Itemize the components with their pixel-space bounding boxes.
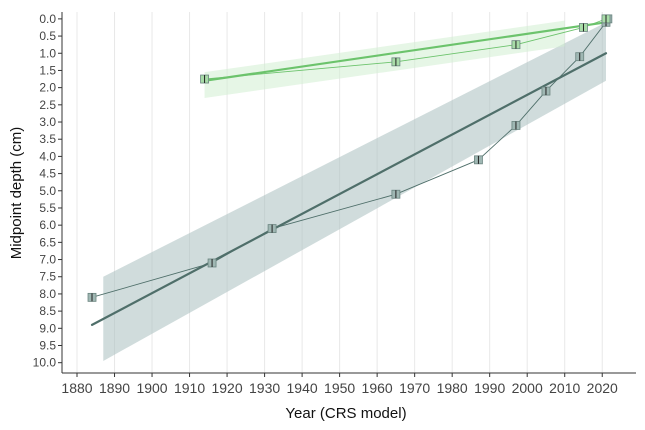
y-tick-label: 6.5 xyxy=(39,235,56,249)
core-grey-connector xyxy=(91,18,609,298)
y-tick-label: 3.5 xyxy=(39,132,56,146)
x-tick-label: 1900 xyxy=(136,380,167,396)
x-tick-label: 1940 xyxy=(287,380,318,396)
y-tick-label: 10.0 xyxy=(33,356,57,370)
x-tick-label: 1910 xyxy=(174,380,205,396)
y-tick-label: 4.5 xyxy=(39,167,56,181)
y-tick-label: 6.0 xyxy=(39,218,56,232)
x-tick-label: 1970 xyxy=(399,380,430,396)
x-tick-label: 2000 xyxy=(512,380,543,396)
core-green-fit-line xyxy=(203,21,608,82)
y-tick-label: 2.0 xyxy=(39,81,56,95)
x-tick-label: 1930 xyxy=(249,380,280,396)
x-tick-label: 1920 xyxy=(211,380,242,396)
x-tick-label: 1880 xyxy=(61,380,92,396)
x-tick-label: 1960 xyxy=(362,380,393,396)
x-tick-labels: 1880 1890 1900 1910 1920 1930 1940 1950 1960 1970… xyxy=(61,380,618,396)
core-grey-confidence-band xyxy=(103,22,606,361)
x-tick-label: 1950 xyxy=(324,380,355,396)
x-tick-label: 1890 xyxy=(99,380,130,396)
y-tick-label: 5.0 xyxy=(39,184,56,198)
y-tick-label: 7.5 xyxy=(39,270,56,284)
y-tick-labels: 0.0 0.5 1.0 1.5 2.0 2.5 3.0 3.5 4.0 4.5 5.0 5.5 6.0 6… xyxy=(33,12,57,370)
confidence-bands xyxy=(103,20,606,361)
fit-lines xyxy=(90,21,608,326)
y-tick-label: 2.5 xyxy=(39,98,56,112)
x-tick-label: 1990 xyxy=(474,380,505,396)
y-tick-label: 9.5 xyxy=(39,338,56,352)
x-axis-title: Year (CRS model) xyxy=(285,405,406,422)
y-tick-label: 8.5 xyxy=(39,304,56,318)
axes xyxy=(58,12,636,377)
y-tick-label: 4.0 xyxy=(39,149,56,163)
x-tick-label: 2010 xyxy=(549,380,580,396)
y-tick-label: 5.5 xyxy=(39,201,56,215)
y-tick-label: 3.0 xyxy=(39,115,56,129)
y-tick-label: 8.0 xyxy=(39,287,56,301)
y-tick-label: 1.0 xyxy=(39,46,56,60)
y-tick-label: 1.5 xyxy=(39,63,56,77)
core-green-confidence-band xyxy=(204,20,565,98)
x-tick-label: 2020 xyxy=(587,380,618,396)
y-tick-label: 9.0 xyxy=(39,321,56,335)
y-axis-title: Midpoint depth (cm) xyxy=(8,127,25,260)
y-tick-label: 0.0 xyxy=(39,12,56,26)
data-points xyxy=(87,14,613,302)
x-tick-label: 1980 xyxy=(437,380,468,396)
y-tick-label: 7.0 xyxy=(39,253,56,267)
core-grey-fit-line xyxy=(90,52,608,326)
y-tick-label: 0.5 xyxy=(39,29,56,43)
